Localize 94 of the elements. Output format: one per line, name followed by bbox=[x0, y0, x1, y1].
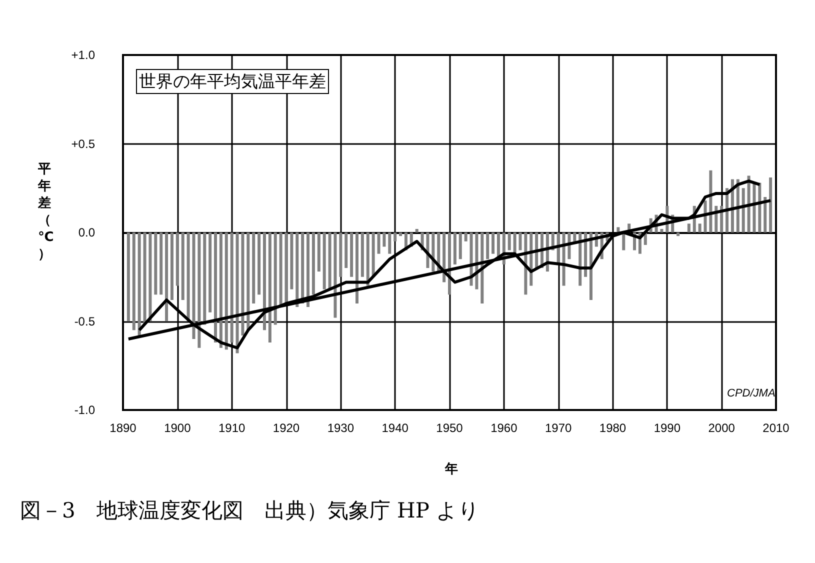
bar bbox=[241, 232, 244, 336]
bar bbox=[132, 232, 136, 330]
y-axis-title: 平年差（℃） bbox=[37, 161, 54, 261]
bar bbox=[322, 232, 326, 290]
bar bbox=[176, 232, 179, 286]
bar bbox=[268, 232, 272, 343]
bar bbox=[758, 182, 762, 232]
bar bbox=[290, 232, 294, 290]
bar bbox=[126, 232, 130, 322]
bar bbox=[334, 232, 337, 318]
bar bbox=[154, 232, 158, 295]
bar bbox=[230, 232, 234, 343]
bar bbox=[262, 232, 266, 330]
bar bbox=[458, 232, 462, 260]
x-tick-label: 1900 bbox=[164, 421, 192, 435]
bar bbox=[148, 232, 152, 322]
bar bbox=[366, 232, 370, 286]
bar bbox=[492, 232, 495, 254]
bar bbox=[252, 232, 256, 304]
bar bbox=[328, 232, 332, 290]
bar bbox=[198, 232, 201, 348]
bar bbox=[186, 232, 190, 322]
bar bbox=[676, 232, 680, 236]
bar bbox=[442, 232, 446, 282]
x-tick-label: 1990 bbox=[654, 421, 681, 435]
bar bbox=[208, 232, 212, 312]
bar bbox=[704, 200, 707, 232]
bar bbox=[453, 232, 456, 264]
bar bbox=[214, 232, 218, 343]
bar bbox=[518, 232, 522, 250]
bar bbox=[752, 182, 756, 232]
bar bbox=[339, 232, 342, 277]
text: 世界の年平均気温平年差 bbox=[139, 72, 326, 91]
bar bbox=[312, 232, 315, 295]
bar bbox=[660, 228, 664, 232]
bar bbox=[224, 232, 228, 350]
bar bbox=[377, 232, 380, 254]
bar bbox=[508, 232, 511, 250]
bar bbox=[513, 232, 516, 254]
bar bbox=[317, 232, 320, 272]
bar bbox=[769, 177, 772, 232]
bar bbox=[274, 232, 277, 325]
x-tick-label: 2000 bbox=[708, 421, 736, 435]
bar bbox=[160, 232, 163, 295]
x-tick-label: 1890 bbox=[110, 421, 137, 435]
bar bbox=[399, 232, 402, 236]
y-tick-label: -1.0 bbox=[74, 403, 96, 417]
bar bbox=[236, 232, 239, 354]
bar bbox=[415, 228, 418, 232]
bar bbox=[394, 232, 397, 242]
bar bbox=[698, 224, 702, 232]
x-tick-label: 1920 bbox=[272, 421, 300, 435]
bar bbox=[464, 232, 468, 242]
bar bbox=[181, 232, 184, 300]
bar bbox=[170, 232, 174, 300]
bar bbox=[742, 188, 745, 232]
bar bbox=[573, 232, 576, 242]
x-tick-label: 1940 bbox=[382, 421, 409, 435]
bar bbox=[165, 232, 168, 322]
y-tick-label: +0.5 bbox=[71, 136, 96, 151]
x-tick-label: 2010 bbox=[762, 421, 790, 435]
bar bbox=[296, 232, 299, 308]
y-tick-label: +1.0 bbox=[71, 48, 96, 62]
bar bbox=[382, 232, 386, 247]
bar bbox=[388, 232, 392, 254]
bar bbox=[301, 232, 304, 304]
y-tick-label: -0.5 bbox=[74, 314, 96, 328]
x-tick-label: 1930 bbox=[327, 421, 354, 435]
bar bbox=[138, 232, 141, 336]
x-tick-label: 1980 bbox=[599, 421, 626, 435]
x-tick-label: 1910 bbox=[218, 421, 246, 435]
bar bbox=[687, 224, 690, 232]
bar bbox=[372, 232, 375, 277]
x-axis-title: 年 bbox=[444, 461, 458, 476]
bar bbox=[764, 197, 767, 232]
bar bbox=[258, 232, 261, 295]
x-tick-label: 1950 bbox=[436, 421, 464, 435]
bar bbox=[246, 232, 250, 330]
x-tick-label: 1960 bbox=[490, 421, 518, 435]
bar bbox=[219, 232, 222, 348]
annotation: CPD/JMA bbox=[727, 388, 776, 400]
bar bbox=[360, 232, 364, 277]
text: 図－3 地球温度変化図 出典）気象庁 HP より bbox=[20, 498, 480, 522]
bar bbox=[192, 232, 196, 339]
bar bbox=[486, 232, 490, 260]
bar bbox=[350, 232, 354, 277]
bar bbox=[355, 232, 358, 304]
y-tick-label: 0.0 bbox=[78, 226, 96, 240]
x-tick-label: 1970 bbox=[544, 421, 572, 435]
bar bbox=[344, 232, 348, 268]
bar bbox=[203, 232, 206, 325]
bar bbox=[143, 232, 146, 325]
bar bbox=[306, 232, 310, 308]
bar bbox=[284, 232, 288, 304]
